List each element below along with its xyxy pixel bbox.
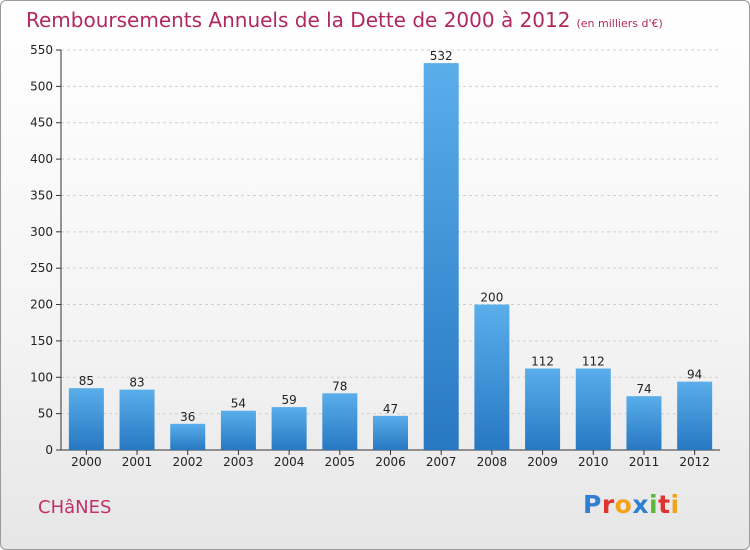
x-tick-label: 2010 [578,455,609,469]
logo-letter: r [601,490,615,519]
bars [68,63,713,450]
bar-value-label: 85 [79,374,94,388]
grid-lines [61,49,720,415]
bar [626,396,662,450]
y-tick-label: 550 [30,43,53,57]
x-tick-label: 2004 [274,455,305,469]
y-tick-label: 50 [38,407,53,421]
bar [68,388,104,450]
bar-value-label: 36 [180,410,195,424]
x-tick-label: 2012 [679,455,710,469]
bar [322,393,358,450]
labels: 85 2000 83 2001 36 2002 54 2003 59 2004 78 2005 47 20… [71,49,710,469]
bar [170,423,206,450]
x-tick-label: 2001 [122,455,153,469]
y-tick-label: 450 [30,116,53,130]
x-tick-label: 2011 [629,455,660,469]
bar [423,63,459,450]
x-tick-label: 2003 [223,455,254,469]
y-tick-label: 200 [30,298,53,312]
bar-value-label: 112 [531,355,554,369]
y-tick-label: 150 [30,334,53,348]
logo-letter: x [632,490,649,519]
bar [525,368,561,450]
bar [474,304,510,450]
logo-letter: t [658,490,671,519]
x-tick-label: 2009 [527,455,558,469]
x-tick-label: 2000 [71,455,102,469]
bar [119,389,155,450]
bar-value-label: 112 [582,355,605,369]
bar [575,368,611,450]
bar-value-label: 532 [430,49,453,63]
x-tick-label: 2006 [375,455,406,469]
x-tick-label: 2008 [477,455,508,469]
y-tick-label: 400 [30,152,53,166]
bar [271,407,307,450]
x-tick-label: 2005 [325,455,356,469]
bar-value-label: 54 [231,397,246,411]
chart-title: Remboursements Annuels de la Dette de 20… [26,8,663,32]
commune-name: CHâNES [38,497,112,518]
bar-value-label: 83 [129,376,144,390]
bar-value-label: 74 [636,382,651,396]
chart-title-text: Remboursements Annuels de la Dette de 20… [26,8,571,32]
proxiti-logo: Proxiti [583,490,680,519]
x-tick-label: 2007 [426,455,457,469]
y-tick-label: 0 [45,443,53,457]
y-tick-label: 100 [30,370,53,384]
bar-value-label: 59 [281,393,296,407]
bar-value-label: 94 [687,368,702,382]
bar [677,381,713,450]
bar-value-label: 78 [332,379,347,393]
y-tick-label: 250 [30,261,53,275]
x-tick-label: 2002 [172,455,203,469]
chart-unit: (en milliers d'€) [576,17,663,30]
bar-value-label: 200 [480,291,503,305]
y-tick-label: 500 [30,79,53,93]
logo-letter: i [649,490,659,519]
bar [373,415,408,450]
bar [220,410,256,450]
logo-letter: o [614,490,633,519]
y-tick-label: 350 [30,188,53,202]
bar-value-label: 47 [383,402,398,416]
logo-letter: i [670,490,680,519]
logo-letter: P [583,490,602,519]
y-tick-label: 300 [30,225,53,239]
